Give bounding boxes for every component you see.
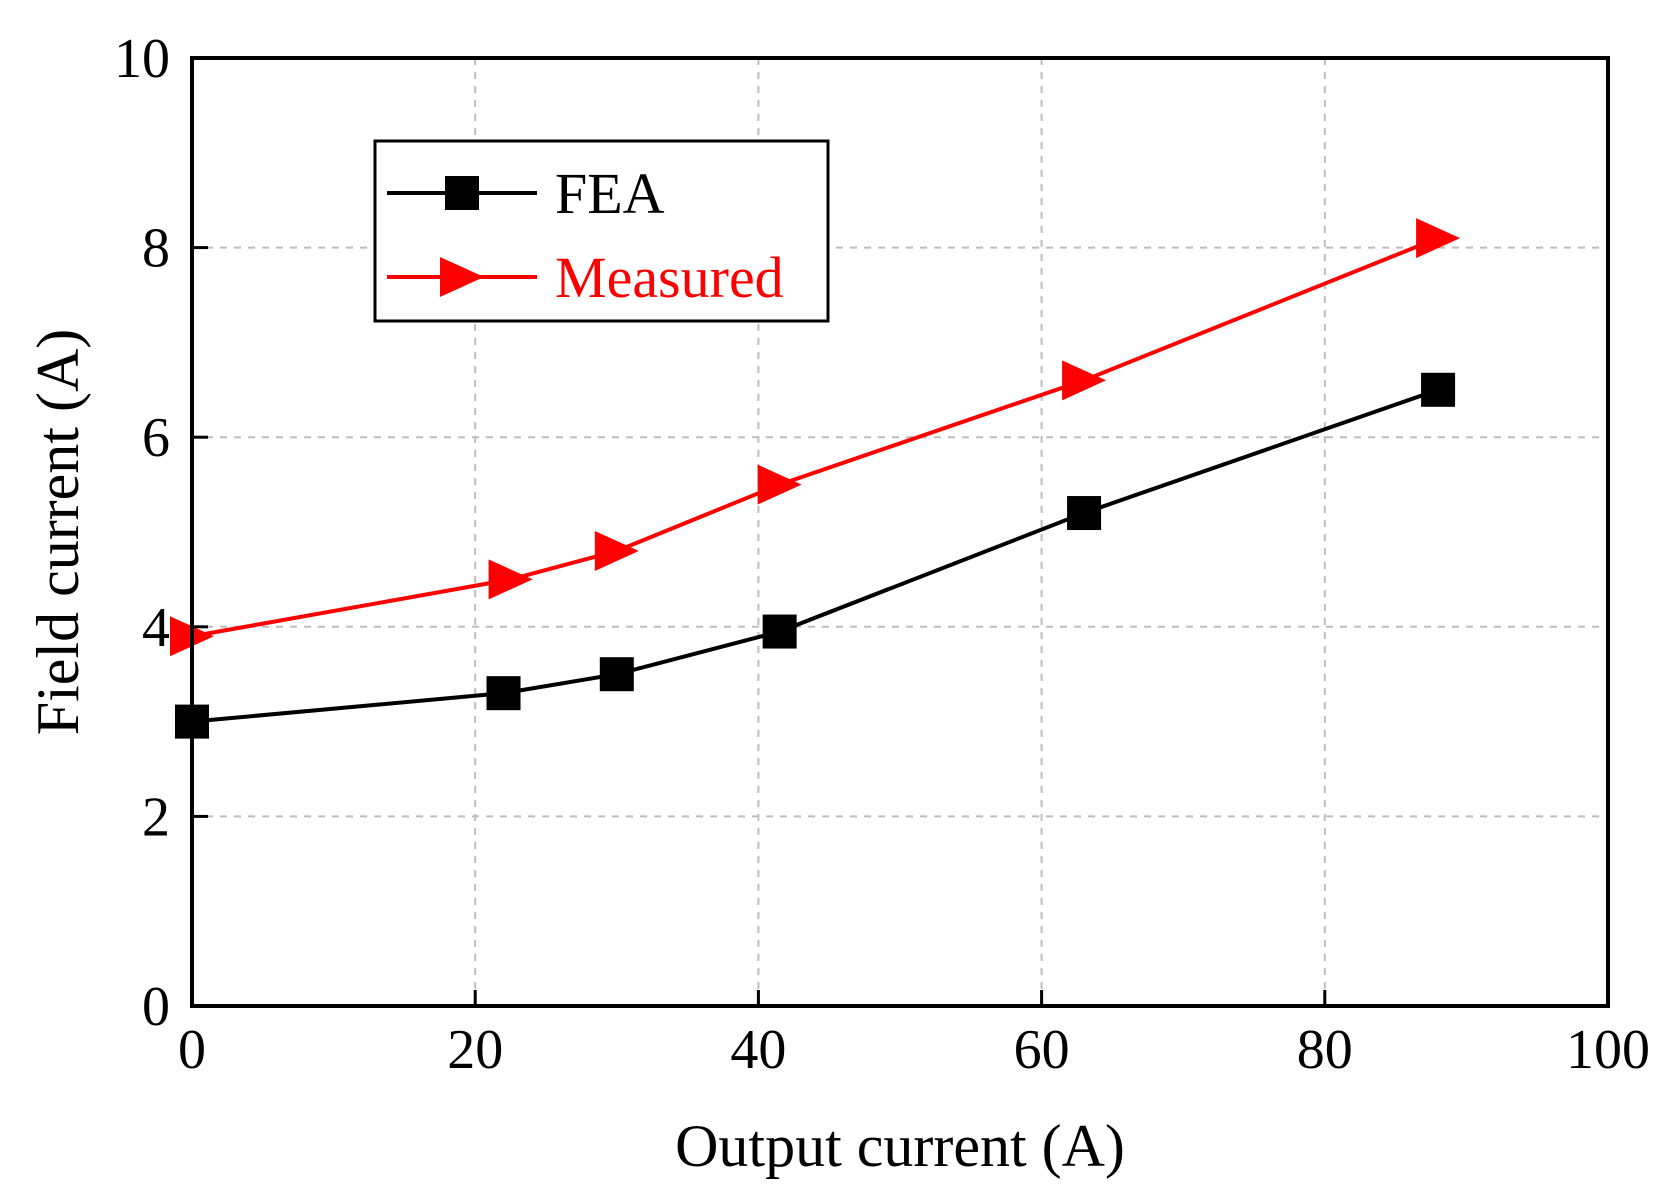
x-tick-label: 80 [1297,1019,1353,1081]
legend-marker [445,176,479,210]
y-tick-label: 8 [142,218,170,280]
series-line [191,387,1439,724]
data-point [599,657,634,692]
x-tick-label: 0 [178,1019,206,1081]
data-point [594,530,639,571]
legend-box [373,139,830,323]
legend-marker [440,257,484,297]
plot-frame [190,56,1610,1008]
y-tick-label: 2 [142,786,170,848]
legend-label: FEA [555,161,665,226]
data-point [1421,372,1456,407]
y-axis-title: Field current (A) [25,329,91,736]
series-measured [170,218,1461,657]
y-tick-label: 4 [142,597,170,659]
series-fea [175,372,1456,739]
x-tick-label: 60 [1014,1019,1070,1081]
data-point [1416,218,1461,259]
legend: FEA Measured [373,139,830,323]
x-tick-label: 20 [447,1019,503,1081]
legend-label: Measured [555,245,784,310]
data-point [762,614,797,649]
legend-entries: FEA Measured [387,161,784,310]
legend-entry: Measured [387,245,784,310]
y-tick-label: 0 [142,976,170,1038]
y-tick-label: 10 [114,28,170,90]
data-point [488,559,533,600]
data-point [757,464,802,505]
data-point [486,676,521,711]
series-line [191,236,1439,639]
y-tick-label: 6 [142,407,170,469]
x-tick-label: 100 [1566,1019,1650,1081]
data-point [1067,496,1102,531]
x-tick-label: 40 [730,1019,786,1081]
series-group [170,218,1461,739]
x-axis-title: Output current (A) [675,1113,1125,1179]
legend-entry: FEA [387,161,665,226]
data-point [1062,360,1107,401]
axis-ticks: 0 20 40 60 80 100 0 2 4 6 8 10 [114,28,1650,1081]
